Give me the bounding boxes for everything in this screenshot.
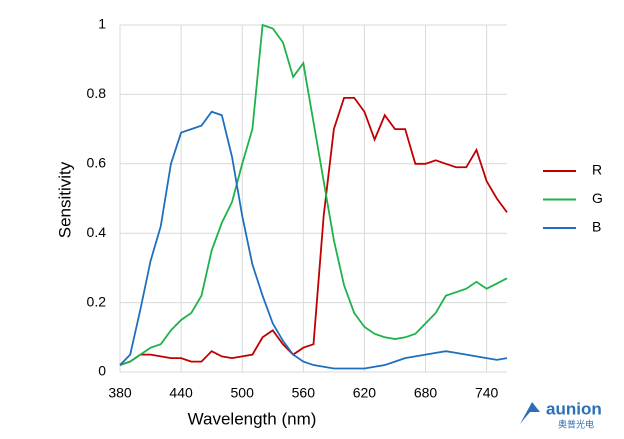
logo-text: aunion (546, 399, 602, 418)
logo-icon (520, 402, 540, 424)
y-tick-label: 0.6 (87, 155, 107, 171)
y-tick-label: 0.4 (87, 224, 107, 240)
legend-label: G (592, 190, 603, 206)
series-line (119, 23, 508, 366)
x-axis-label: Wavelength (nm) (188, 409, 317, 428)
series-line (119, 110, 508, 370)
y-axis-label: Sensitivity (55, 161, 74, 238)
x-tick-label: 740 (475, 385, 499, 401)
y-tick-label: 1 (98, 16, 106, 32)
legend-label: B (592, 219, 601, 235)
x-tick-label: 680 (414, 385, 438, 401)
logo: aunion 奥普光电 (520, 399, 602, 429)
x-tick-label: 380 (108, 385, 132, 401)
series-line (119, 96, 508, 366)
y-tick-label: 0.2 (87, 293, 107, 309)
x-tick-label: 620 (353, 385, 377, 401)
y-tick-label: 0 (98, 363, 106, 379)
x-tick-label: 560 (292, 385, 316, 401)
logo-subtext: 奥普光电 (558, 418, 594, 429)
x-tick-label: 440 (169, 385, 193, 401)
x-tick-label: 500 (231, 385, 255, 401)
y-tick-label: 0.8 (87, 85, 107, 101)
legend-label: R (592, 162, 602, 178)
